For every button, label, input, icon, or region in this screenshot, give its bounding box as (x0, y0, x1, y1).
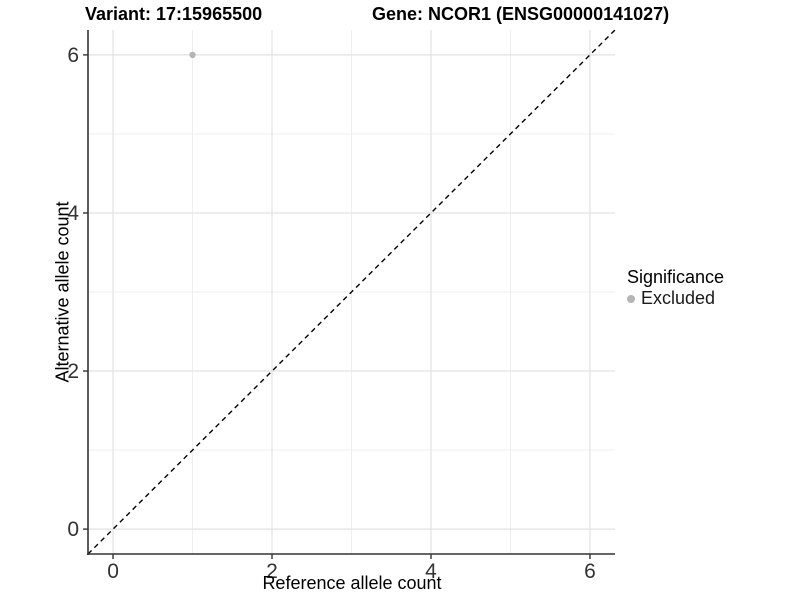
y-tick-label: 0 (67, 518, 79, 541)
legend-title: Significance (627, 267, 725, 287)
x-tick-label: 2 (266, 560, 278, 583)
identity-dashed-line (87, 29, 616, 555)
x-axis-title: Reference allele count (262, 573, 442, 593)
plot-title-variant: Variant: 17:15965500 (85, 4, 263, 24)
legend: Significance Excluded (627, 267, 724, 309)
legend-item-label: Excluded (641, 288, 716, 308)
x-tick-label: 4 (425, 560, 437, 583)
y-axis-title: Alternative allele count (52, 201, 73, 383)
y-tick-label: 4 (67, 202, 79, 225)
y-tick-label: 6 (67, 44, 79, 67)
x-tick-label: 6 (584, 560, 596, 583)
point-swatch-icon (627, 294, 635, 303)
y-tick-label: 2 (67, 360, 79, 383)
data-point (189, 51, 196, 59)
x-tick-label: 0 (107, 560, 119, 583)
plot-title-gene: Gene: NCOR1 (ENSG00000141027) (372, 4, 670, 24)
legend-item-excluded: Excluded (627, 288, 724, 309)
